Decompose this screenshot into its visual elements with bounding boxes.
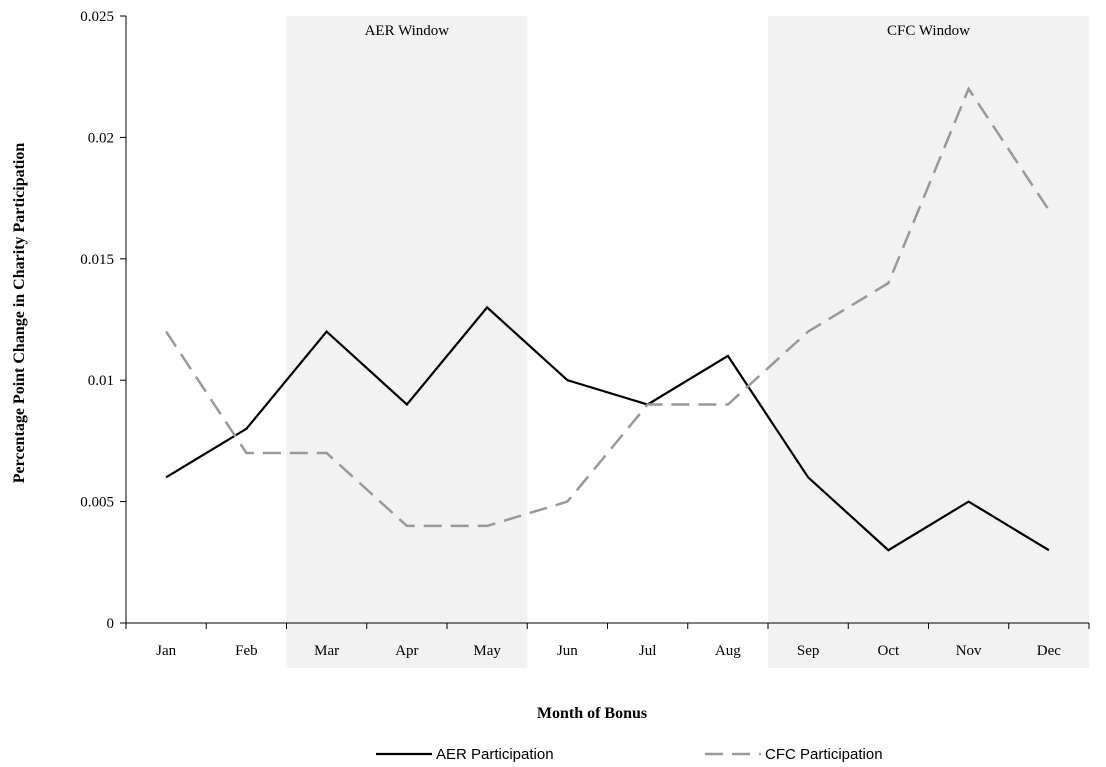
x-tick-label: Jan — [156, 643, 176, 659]
y-tick-label: 0 — [107, 616, 115, 632]
x-axis-ticks: Jan Feb Mar Apr May Jun Jul Aug Sep Oct Nov Dec — [125, 623, 1090, 659]
x-tick-label: Feb — [235, 643, 258, 659]
y-tick-label: 0.025 — [80, 9, 114, 25]
x-tick-label: Aug — [715, 643, 741, 659]
shaded-window-1 — [768, 16, 1089, 668]
x-tick-label: Jun — [557, 643, 578, 659]
x-tick-label: Apr — [395, 643, 418, 659]
window-label-1: CFC Window — [887, 23, 970, 39]
y-axis-title: Percentage Point Change in Charity Parti… — [11, 143, 28, 484]
y-tick-label: 0.015 — [80, 252, 114, 268]
series-lines — [165, 86, 1050, 552]
legend-label-0: AER Participation — [436, 746, 554, 763]
x-tick-label: Oct — [878, 643, 900, 659]
legend-label-1: CFC Participation — [765, 746, 883, 763]
shaded-windows: AER Window CFC Window — [286, 16, 1089, 668]
shaded-window-0 — [286, 16, 528, 668]
y-tick-label: 0.005 — [80, 495, 114, 511]
legend: AER Participation CFC Participation — [376, 746, 883, 763]
x-tick-label: Sep — [797, 643, 820, 659]
y-tick-label: 0.02 — [88, 130, 114, 146]
y-tick-label: 0.01 — [88, 373, 114, 389]
series-line-aer — [165, 305, 1050, 552]
x-axis-title: Month of Bonus — [537, 705, 647, 722]
window-label-0: AER Window — [365, 23, 450, 39]
x-tick-label: Jul — [639, 643, 657, 659]
x-tick-label: Mar — [314, 643, 339, 659]
x-tick-label: Dec — [1037, 643, 1061, 659]
x-tick-label: May — [473, 643, 501, 659]
y-axis-ticks: 0 0.005 0.01 0.015 0.02 0.025 — [80, 9, 126, 632]
x-tick-label: Nov — [956, 643, 982, 659]
